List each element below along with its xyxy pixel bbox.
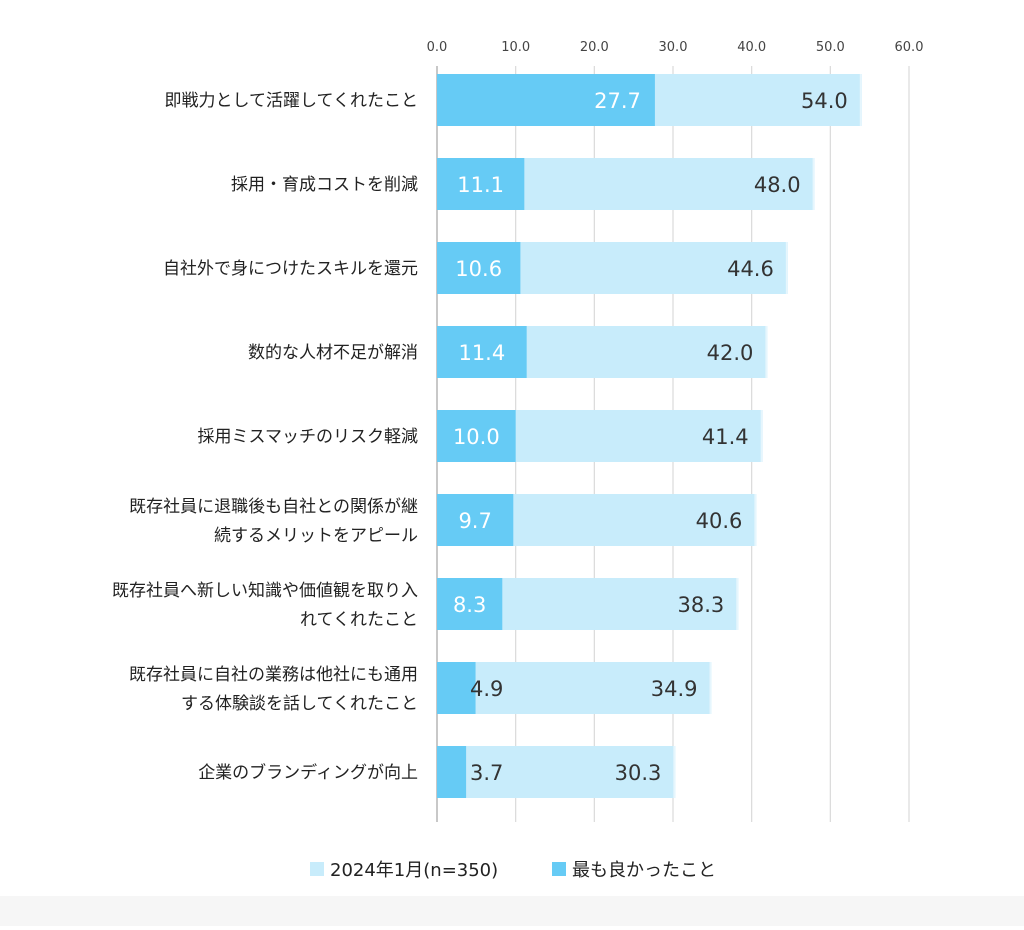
- bar-best: [437, 326, 527, 378]
- bar-best: [437, 746, 467, 798]
- bar-best: [437, 662, 476, 714]
- legend-label-best: 最も良かったこと: [572, 860, 716, 881]
- category-label-line: 既存社員に自社の業務は他社にも通用: [129, 665, 418, 685]
- category-label: 企業のブランディングが向上: [198, 762, 418, 783]
- category-label: 採用ミスマッチのリスク軽減: [198, 427, 419, 447]
- bar-total-edge: [673, 746, 676, 798]
- bar-total-edge: [859, 74, 862, 126]
- total-value-label: 48.0: [754, 173, 801, 197]
- x-tick-label: 50.0: [816, 40, 845, 55]
- x-tick-label: 40.0: [737, 40, 766, 55]
- best-value-label: 8.3: [453, 593, 486, 617]
- bar-total-edge: [709, 662, 712, 714]
- category-label-line: 既存社員へ新しい知識や価値観を取り入: [112, 581, 418, 601]
- x-tick-label: 30.0: [659, 40, 688, 55]
- total-value-label: 30.3: [615, 761, 662, 785]
- category-label: 自社外で身につけたスキルを還元: [163, 259, 418, 279]
- total-value-label: 40.6: [696, 509, 743, 533]
- bar-total-edge: [785, 242, 788, 294]
- legend-swatch-best: [552, 862, 566, 876]
- category-label-line: 続するメリットをアピール: [214, 526, 418, 546]
- bar-best: [437, 410, 516, 462]
- bar-total-edge: [765, 326, 768, 378]
- legend-swatch-total: [310, 862, 324, 876]
- best-value-label: 9.7: [458, 509, 491, 533]
- category-label-line: する体験談を話してくれたこと: [181, 694, 418, 714]
- best-value-label: 11.1: [457, 173, 504, 197]
- category-label: 即戦力として活躍してくれたこと: [165, 91, 418, 111]
- x-tick-label: 0.0: [427, 40, 448, 55]
- bar-total-edge: [754, 494, 757, 546]
- bar-best: [437, 242, 521, 294]
- bar-best: [437, 578, 503, 630]
- total-value-label: 42.0: [707, 341, 754, 365]
- category-label: 採用・育成コストを削減: [231, 175, 418, 195]
- category-label: 数的な人材不足が解消: [248, 343, 418, 363]
- bottom-band: [0, 896, 1024, 926]
- best-value-label: 27.7: [594, 89, 641, 113]
- total-value-label: 41.4: [702, 425, 749, 449]
- best-value-label: 10.6: [455, 257, 502, 281]
- x-tick-label: 20.0: [580, 40, 609, 55]
- bar-best: [437, 74, 655, 126]
- best-value-label: 4.9: [470, 677, 503, 701]
- best-value-label: 3.7: [470, 761, 503, 785]
- bar-best: [437, 158, 525, 210]
- best-value-label: 10.0: [453, 425, 500, 449]
- bar-total-edge: [812, 158, 815, 210]
- bar-best: [437, 494, 514, 546]
- x-tick-label: 10.0: [501, 40, 530, 55]
- total-value-label: 44.6: [727, 257, 774, 281]
- bar-total: [437, 662, 712, 714]
- category-label-line: れてくれたこと: [300, 610, 418, 630]
- legend-label-total: 2024年1月(n=350): [330, 860, 498, 881]
- best-value-label: 11.4: [458, 341, 505, 365]
- total-value-label: 38.3: [678, 593, 725, 617]
- total-value-label: 34.9: [651, 677, 698, 701]
- bar-total-edge: [760, 410, 763, 462]
- category-label-line: 既存社員に退職後も自社との関係が継: [129, 497, 418, 517]
- x-tick-label: 60.0: [895, 40, 924, 55]
- total-value-label: 54.0: [801, 89, 848, 113]
- bar-total: [437, 746, 676, 798]
- bar-total-edge: [736, 578, 739, 630]
